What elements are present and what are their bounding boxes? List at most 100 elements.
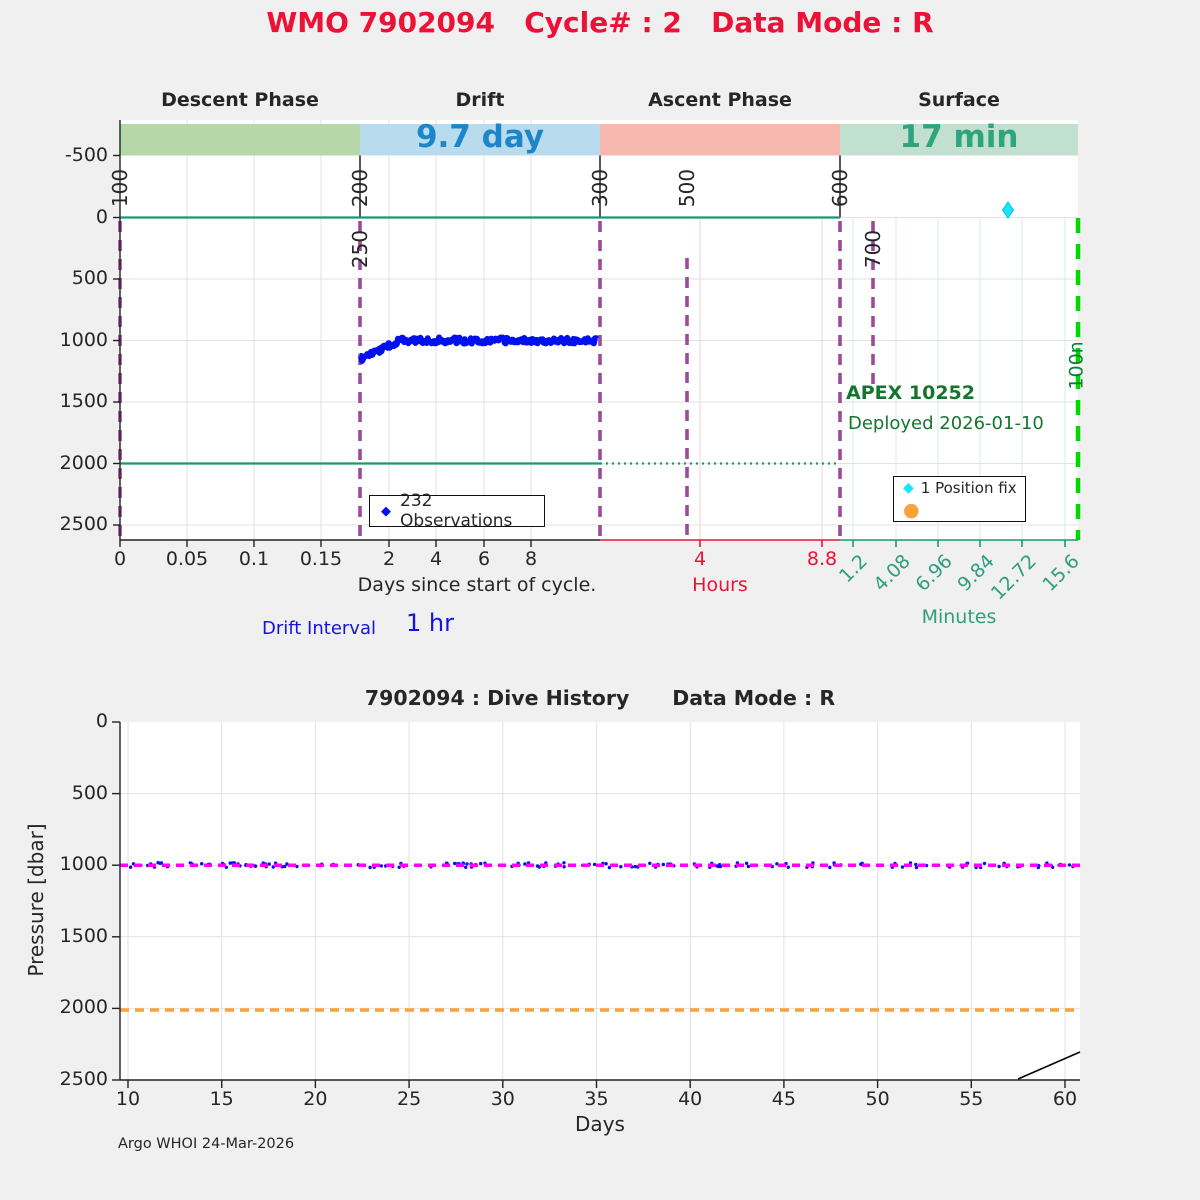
cyan-diamond-icon: ◆ bbox=[903, 480, 914, 496]
top-y-tick-label: 1000 bbox=[59, 328, 108, 351]
bottom-y-tick-label: 1000 bbox=[59, 853, 108, 876]
dive-history-title: 7902094 : Dive History Data Mode : R bbox=[364, 686, 836, 710]
days-tick-label: 0.05 bbox=[165, 548, 209, 570]
bottom-plot-area bbox=[120, 722, 1080, 1080]
dive-observation-dot bbox=[633, 864, 637, 869]
days-tick-label: 0.15 bbox=[299, 548, 343, 570]
dive-observation-dot bbox=[295, 864, 299, 869]
position-fix-legend: ◆ 1 Position fix ● bbox=[893, 476, 1026, 522]
surface-duration-text: 17 min bbox=[899, 119, 1019, 155]
dive-observation-dot bbox=[465, 862, 469, 866]
days-tick-label: 8 bbox=[524, 548, 538, 570]
hours-axis-label: Hours bbox=[692, 574, 748, 596]
bottom-x-tick-label: 50 bbox=[865, 1088, 890, 1110]
days-tick-label: 0.1 bbox=[238, 548, 270, 570]
dive-observation-dot bbox=[648, 861, 652, 865]
bottom-x-tick-label: 35 bbox=[584, 1088, 609, 1110]
position-fix-marker bbox=[1001, 201, 1015, 219]
dive-observation-dot bbox=[379, 864, 383, 868]
top-y-tick-label: 2500 bbox=[59, 513, 108, 535]
bottom-x-tick-label: 60 bbox=[1052, 1088, 1078, 1110]
dive-observation-dot bbox=[914, 865, 919, 870]
phase-band-1 bbox=[360, 124, 600, 156]
milestone-label-100: 100 bbox=[108, 168, 132, 208]
dive-observation-dot bbox=[479, 861, 483, 866]
dive-observation-dot bbox=[128, 865, 133, 869]
milestone-label-700: 700 bbox=[861, 229, 885, 269]
milestone-label-500: 500 bbox=[675, 168, 699, 208]
hours-tick-label: 4 bbox=[693, 548, 707, 570]
top-y-tick-label: 500 bbox=[71, 267, 108, 289]
dive-observation-dot bbox=[562, 861, 566, 865]
deployed-date-annotation: Deployed 2026-01-10 bbox=[848, 413, 1044, 434]
dive-observation-dot bbox=[746, 864, 751, 869]
dive-observation-dot bbox=[786, 865, 790, 869]
phase-band-0 bbox=[120, 124, 360, 156]
pressure-axis-label: Pressure [dbar] bbox=[24, 823, 48, 977]
dive-observation-dot bbox=[562, 865, 566, 869]
green-line-label: 100n bbox=[1065, 341, 1088, 390]
observations-legend-label: 232 Observations bbox=[400, 491, 513, 531]
bottom-y-tick-label: 1500 bbox=[59, 924, 108, 947]
days-axis-label: Days since start of cycle. bbox=[357, 574, 597, 596]
dive-observation-dot bbox=[464, 865, 468, 869]
milestone-label-250: 250 bbox=[348, 229, 372, 269]
minutes-axis-label: Minutes bbox=[921, 606, 997, 628]
milestone-label-600: 600 bbox=[828, 168, 852, 208]
bottom-y-tick-label: 500 bbox=[71, 781, 108, 804]
top-y-tick-label: -500 bbox=[64, 143, 108, 166]
bottom-y-tick-label: 2500 bbox=[59, 1068, 108, 1090]
observations-legend: ◆ 232 Observations bbox=[369, 491, 545, 531]
days-tick-label: 6 bbox=[477, 548, 491, 570]
bottom-x-tick-label: 15 bbox=[209, 1088, 234, 1110]
days-tick-label: 2 bbox=[382, 548, 396, 570]
phase-title-surface: Surface bbox=[918, 89, 1000, 111]
figure-title: WMO 7902094 Cycle# : 2 Data Mode : R bbox=[266, 6, 934, 39]
dive-observation-dot bbox=[775, 862, 779, 866]
dive-observation-dot bbox=[604, 862, 608, 866]
bottom-x-tick-label: 40 bbox=[678, 1088, 703, 1110]
float-model-annotation: APEX 10252 bbox=[846, 382, 975, 404]
bottom-y-tick-label: 2000 bbox=[59, 996, 108, 1019]
dive-observation-dot bbox=[158, 861, 162, 865]
dive-observation-dot bbox=[828, 865, 832, 870]
phase-title-drift: Drift bbox=[455, 89, 505, 111]
dive-observation-dot bbox=[619, 865, 623, 869]
dive-observation-dot bbox=[368, 865, 372, 870]
dive-observation-dot bbox=[982, 861, 987, 866]
dive-observation-dot bbox=[744, 861, 749, 865]
bottom-x-tick-label: 10 bbox=[115, 1088, 141, 1110]
drift-duration-text: 9.7 day bbox=[415, 119, 545, 155]
drift-observations-series bbox=[358, 334, 600, 364]
phase-band-3 bbox=[840, 124, 1078, 156]
bottom-y-tick-label: 0 bbox=[95, 710, 108, 732]
orange-circle-icon: ● bbox=[903, 499, 920, 521]
dive-observation-dot bbox=[253, 864, 257, 868]
dive-observation-dot bbox=[715, 864, 719, 868]
days-tick-label: 4 bbox=[429, 548, 443, 570]
bottom-x-tick-label: 55 bbox=[959, 1088, 984, 1110]
dive-observation-dot bbox=[592, 862, 597, 867]
dive-observation-dot bbox=[661, 862, 665, 867]
phase-title-descent: Descent Phase bbox=[161, 89, 319, 111]
blue-diamond-icon: ◆ bbox=[381, 503, 391, 519]
phase-title-ascent: Ascent Phase bbox=[648, 89, 792, 111]
footer-credit: Argo WHOI 24-Mar-2026 bbox=[118, 1136, 295, 1152]
bottom-x-tick-label: 30 bbox=[490, 1088, 515, 1110]
bottom-x-tick-label: 25 bbox=[397, 1088, 422, 1110]
ascent-trace-line bbox=[1017, 1051, 1081, 1080]
dive-observation-dot bbox=[283, 864, 287, 869]
milestone-label-300: 300 bbox=[588, 168, 612, 208]
drift-interval-value: 1 hr bbox=[406, 609, 454, 637]
dive-observation-dot bbox=[523, 862, 527, 866]
dive-observation-dot bbox=[453, 861, 457, 866]
dive-observation-dot bbox=[285, 862, 289, 866]
bottom-x-tick-label: 20 bbox=[303, 1088, 328, 1110]
dive-observation-dot bbox=[1067, 863, 1072, 867]
top-y-tick-label: 2000 bbox=[59, 451, 108, 474]
phase-band-2 bbox=[600, 124, 840, 156]
top-y-tick-label: 1500 bbox=[59, 390, 108, 412]
drift-interval-label: Drift Interval bbox=[262, 618, 376, 639]
